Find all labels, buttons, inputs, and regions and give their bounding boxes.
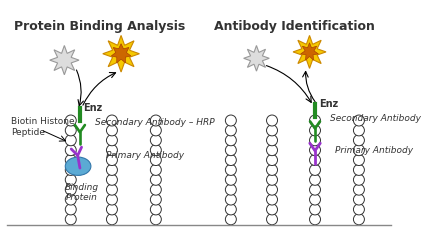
Circle shape (107, 115, 117, 126)
Polygon shape (50, 46, 79, 75)
Circle shape (225, 174, 237, 185)
Circle shape (225, 204, 237, 215)
Circle shape (150, 154, 161, 166)
Polygon shape (244, 46, 269, 71)
Text: Protein Binding Analysis: Protein Binding Analysis (15, 20, 186, 33)
Circle shape (150, 145, 161, 156)
Circle shape (310, 145, 320, 156)
Circle shape (65, 125, 76, 136)
Circle shape (107, 154, 117, 166)
Circle shape (65, 164, 76, 175)
Circle shape (353, 135, 364, 146)
Text: Antibody Identification: Antibody Identification (215, 20, 375, 33)
Circle shape (225, 125, 237, 136)
Circle shape (353, 115, 364, 126)
Circle shape (310, 194, 320, 205)
Circle shape (225, 145, 237, 156)
Circle shape (310, 204, 320, 215)
Ellipse shape (65, 157, 91, 175)
Circle shape (107, 164, 117, 175)
Circle shape (267, 194, 277, 205)
Circle shape (267, 115, 277, 126)
Circle shape (267, 154, 277, 166)
Circle shape (267, 174, 277, 185)
Circle shape (353, 204, 364, 215)
Circle shape (353, 184, 364, 195)
Circle shape (107, 194, 117, 205)
Circle shape (107, 135, 117, 146)
Circle shape (150, 135, 161, 146)
Circle shape (225, 214, 237, 225)
Circle shape (353, 174, 364, 185)
Circle shape (225, 115, 237, 126)
Circle shape (65, 184, 76, 195)
Circle shape (267, 184, 277, 195)
Text: Secondary Antibody – HRP: Secondary Antibody – HRP (95, 118, 214, 127)
Circle shape (225, 184, 237, 195)
Circle shape (107, 214, 117, 225)
Circle shape (353, 214, 364, 225)
Text: Primary Antibody: Primary Antibody (105, 151, 184, 160)
Polygon shape (111, 44, 131, 63)
Circle shape (65, 115, 76, 126)
Circle shape (65, 174, 76, 185)
Circle shape (107, 125, 117, 136)
Text: Biotin Histone
Peptide: Biotin Histone Peptide (11, 117, 75, 137)
Circle shape (353, 145, 364, 156)
Circle shape (310, 154, 320, 166)
Polygon shape (103, 36, 139, 72)
Circle shape (310, 214, 320, 225)
Circle shape (310, 115, 320, 126)
Circle shape (267, 214, 277, 225)
Circle shape (225, 194, 237, 205)
Circle shape (225, 135, 237, 146)
Circle shape (310, 184, 320, 195)
Circle shape (267, 125, 277, 136)
Circle shape (150, 184, 161, 195)
Text: Enz: Enz (83, 103, 103, 113)
Circle shape (65, 194, 76, 205)
Circle shape (150, 214, 161, 225)
Text: Enz: Enz (319, 99, 338, 109)
Circle shape (310, 125, 320, 136)
Circle shape (150, 115, 161, 126)
Circle shape (225, 164, 237, 175)
Circle shape (150, 174, 161, 185)
Circle shape (353, 164, 364, 175)
Text: Primary Antibody: Primary Antibody (335, 146, 413, 155)
Circle shape (150, 204, 161, 215)
Circle shape (65, 154, 76, 166)
Circle shape (107, 204, 117, 215)
Circle shape (267, 204, 277, 215)
Circle shape (65, 145, 76, 156)
Circle shape (107, 184, 117, 195)
Circle shape (150, 125, 161, 136)
Circle shape (107, 174, 117, 185)
Circle shape (310, 135, 320, 146)
Circle shape (310, 164, 320, 175)
Circle shape (353, 154, 364, 166)
Circle shape (267, 135, 277, 146)
Circle shape (107, 145, 117, 156)
Polygon shape (293, 36, 326, 68)
Circle shape (310, 174, 320, 185)
Circle shape (150, 164, 161, 175)
Circle shape (65, 135, 76, 146)
Circle shape (225, 154, 237, 166)
Circle shape (150, 194, 161, 205)
Polygon shape (301, 43, 319, 60)
Circle shape (267, 164, 277, 175)
Circle shape (65, 214, 76, 225)
Circle shape (353, 125, 364, 136)
Circle shape (353, 194, 364, 205)
Circle shape (267, 145, 277, 156)
Circle shape (65, 204, 76, 215)
Text: Secondary Antibody: Secondary Antibody (330, 114, 421, 123)
Text: Binding
Protein: Binding Protein (64, 183, 99, 202)
